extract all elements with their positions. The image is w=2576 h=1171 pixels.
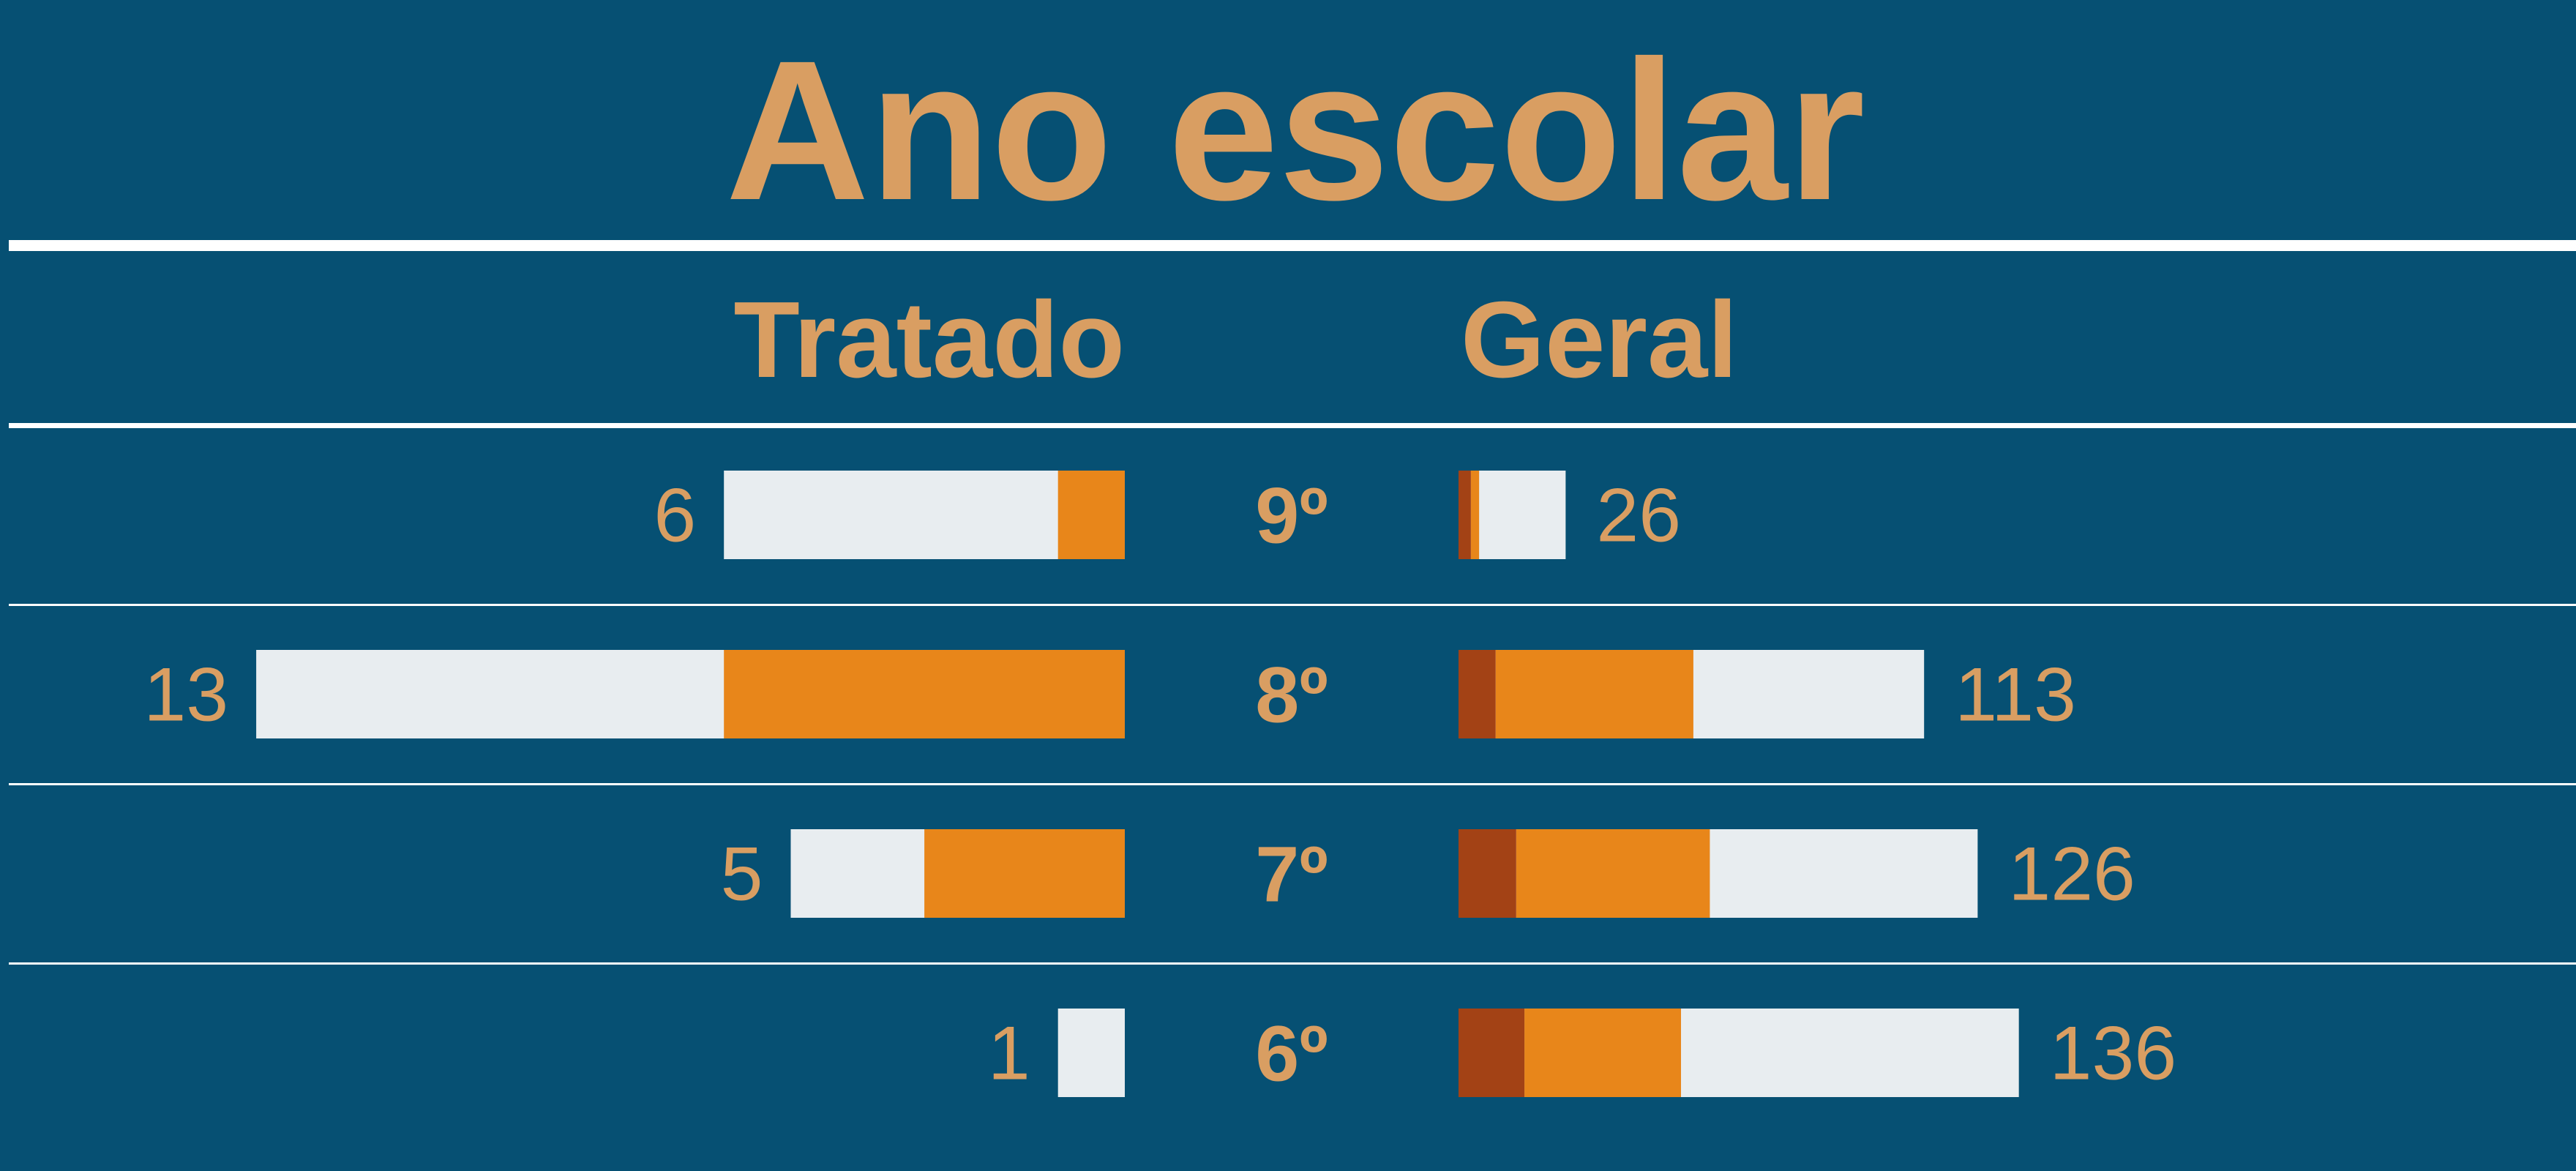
grade-label: 8º	[1255, 651, 1328, 739]
row-divider	[9, 962, 2576, 965]
geral-value-label: 126	[2008, 832, 2135, 917]
grade-label: 6º	[1255, 1009, 1328, 1098]
row-divider	[9, 604, 2576, 606]
tratado-bar-orange	[924, 829, 1125, 918]
geral-bar-dark	[1459, 1009, 1525, 1097]
geral-bar-dark	[1459, 650, 1496, 738]
tratado-value-label: 13	[143, 653, 228, 738]
grade-label: 7º	[1255, 830, 1328, 919]
geral-bar-orange	[1516, 829, 1710, 918]
tratado-bar-orange	[724, 650, 1125, 738]
geral-bar-dark	[1459, 471, 1471, 559]
tratado-value-label: 1	[988, 1011, 1030, 1096]
grade-label: 9º	[1255, 471, 1328, 560]
left-header: Tratado	[733, 280, 1125, 400]
tratado-value-label: 6	[654, 474, 696, 558]
chart-rows: 6 9º 26 13 8º 113 5 7º 126 1 6º 136	[9, 471, 2576, 1098]
geral-bar-orange	[1495, 650, 1693, 738]
geral-value-label: 136	[2050, 1011, 2177, 1096]
header-divider	[9, 423, 2576, 428]
title-divider	[9, 240, 2576, 251]
tratado-value-label: 5	[721, 832, 763, 917]
tratado-bar-light	[1057, 1009, 1125, 1097]
geral-bar-orange	[1524, 1009, 1682, 1097]
geral-bar-orange	[1470, 471, 1480, 559]
geral-value-label: 113	[1955, 653, 2076, 738]
row-divider	[9, 783, 2576, 785]
geral-value-label: 26	[1596, 474, 1681, 558]
chart-title: Ano escolar	[726, 19, 1865, 242]
tratado-bar-orange	[1057, 471, 1125, 559]
right-header: Geral	[1461, 280, 1737, 400]
geral-bar-dark	[1459, 829, 1516, 918]
